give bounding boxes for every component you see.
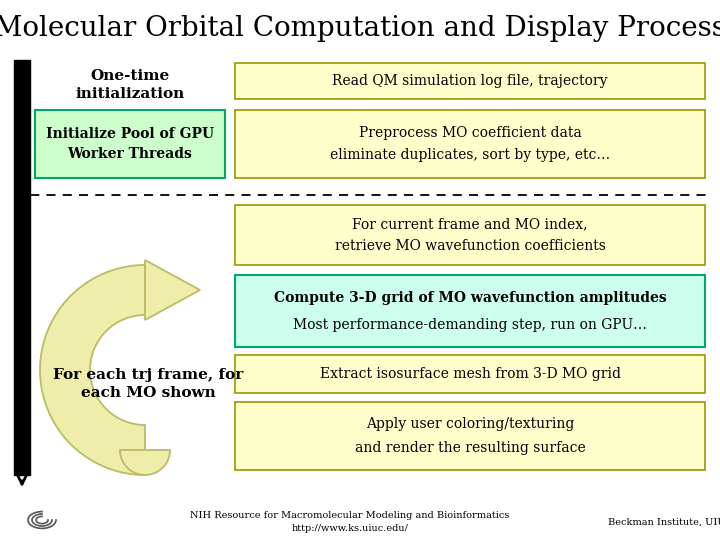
Text: Compute 3-D grid of MO wavefunction amplitudes: Compute 3-D grid of MO wavefunction ampl… bbox=[274, 291, 667, 305]
Text: Initialize Pool of GPU: Initialize Pool of GPU bbox=[46, 127, 214, 141]
Polygon shape bbox=[120, 450, 170, 475]
Text: Apply user coloring/texturing: Apply user coloring/texturing bbox=[366, 417, 574, 431]
Bar bbox=[235, 205, 705, 265]
Text: and render the resulting surface: and render the resulting surface bbox=[355, 441, 585, 455]
Text: Worker Threads: Worker Threads bbox=[68, 147, 192, 161]
Bar bbox=[14, 60, 30, 475]
Text: eliminate duplicates, sort by type, etc…: eliminate duplicates, sort by type, etc… bbox=[330, 148, 610, 162]
Text: Extract isosurface mesh from 3-D MO grid: Extract isosurface mesh from 3-D MO grid bbox=[320, 367, 621, 381]
Text: NIH Resource for Macromolecular Modeling and Bioinformatics
http://www.ks.uiuc.e: NIH Resource for Macromolecular Modeling… bbox=[190, 511, 510, 533]
Bar bbox=[235, 63, 705, 99]
Text: Read QM simulation log file, trajectory: Read QM simulation log file, trajectory bbox=[332, 74, 608, 88]
Polygon shape bbox=[145, 260, 200, 320]
Text: Molecular Orbital Computation and Display Process: Molecular Orbital Computation and Displa… bbox=[0, 15, 720, 42]
Text: Beckman Institute, UIUC: Beckman Institute, UIUC bbox=[608, 517, 720, 526]
Bar bbox=[235, 402, 705, 470]
Polygon shape bbox=[40, 265, 145, 475]
Text: retrieve MO wavefunction coefficients: retrieve MO wavefunction coefficients bbox=[335, 239, 606, 253]
Text: each MO shown: each MO shown bbox=[81, 386, 215, 400]
Bar bbox=[235, 355, 705, 393]
Bar bbox=[235, 275, 705, 347]
Text: One-time
initialization: One-time initialization bbox=[76, 69, 184, 101]
Text: For each trj frame, for: For each trj frame, for bbox=[53, 368, 243, 382]
Bar bbox=[235, 110, 705, 178]
Text: Preprocess MO coefficient data: Preprocess MO coefficient data bbox=[359, 126, 581, 140]
Text: For current frame and MO index,: For current frame and MO index, bbox=[352, 217, 588, 231]
Text: Most performance-demanding step, run on GPU…: Most performance-demanding step, run on … bbox=[293, 318, 647, 332]
Bar bbox=[35, 110, 225, 178]
